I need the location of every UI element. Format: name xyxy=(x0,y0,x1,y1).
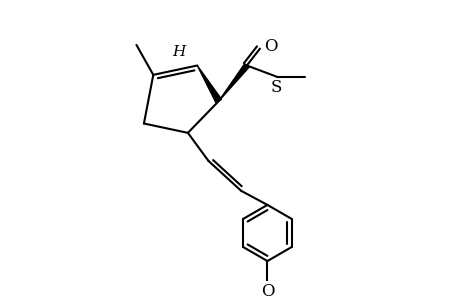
Text: H: H xyxy=(172,45,185,59)
Text: O: O xyxy=(263,38,277,55)
Text: O: O xyxy=(260,284,274,300)
Polygon shape xyxy=(197,65,221,103)
Text: S: S xyxy=(270,79,282,96)
Polygon shape xyxy=(218,64,248,101)
